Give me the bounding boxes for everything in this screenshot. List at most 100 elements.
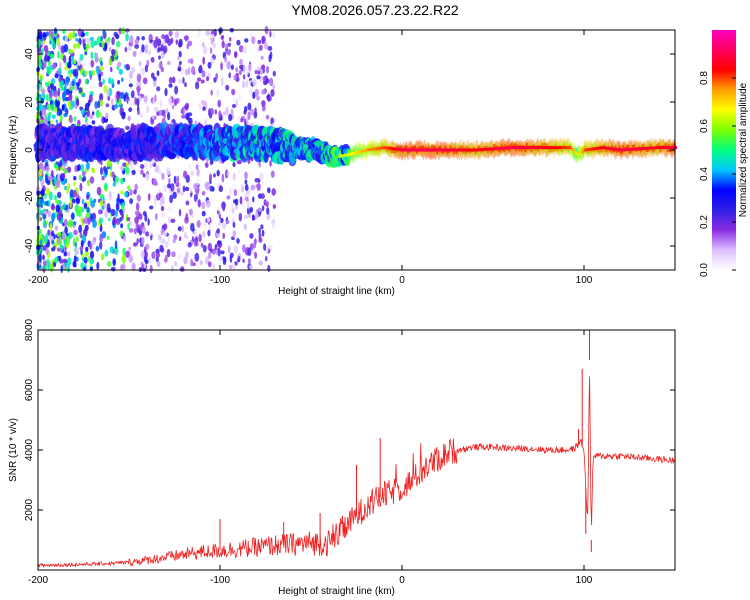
noise-blob — [245, 79, 249, 88]
noise-blob — [254, 107, 257, 114]
noise-blob — [120, 177, 124, 185]
figure-title: YM08.2026.057.23.22.R22 — [291, 2, 459, 18]
noise-blob — [131, 169, 136, 175]
ridge-core — [644, 146, 647, 150]
noise-blob — [76, 84, 80, 91]
noise-blob — [75, 97, 79, 106]
ridge-core — [544, 146, 546, 150]
noise-blob — [61, 104, 65, 111]
noise-blob — [254, 69, 258, 75]
noise-blob — [104, 167, 108, 176]
noise-blob — [73, 68, 79, 78]
colorbar-gradient — [712, 30, 736, 270]
ridge-core — [374, 147, 377, 151]
noise-blob — [208, 108, 211, 117]
noise-blob — [56, 110, 62, 117]
noise-blob — [201, 210, 206, 217]
noise-blob — [53, 176, 56, 186]
noise-blob — [84, 70, 88, 76]
ridge-core — [463, 148, 466, 152]
noise-blob — [248, 63, 252, 72]
noise-blob — [73, 116, 77, 122]
ridge-core — [380, 146, 383, 150]
ridge-core — [487, 147, 490, 151]
noise-blob — [74, 33, 78, 38]
noise-blob — [259, 172, 264, 181]
ridge-core — [611, 147, 614, 151]
noise-blob — [62, 231, 66, 241]
noise-blob — [54, 225, 59, 231]
noise-blob — [45, 166, 50, 172]
noise-blob — [68, 219, 74, 228]
noise-blob — [226, 49, 231, 56]
noise-blob — [47, 56, 50, 62]
noise-blob — [112, 258, 116, 266]
snr-plot-layer — [37, 330, 676, 568]
noise-blob — [177, 55, 180, 61]
noise-blob — [247, 213, 252, 219]
noise-blob — [127, 185, 131, 191]
ridge-segment — [462, 140, 466, 157]
noise-blob — [164, 108, 169, 113]
noise-blob — [43, 108, 47, 117]
ridge-segment — [363, 144, 366, 161]
noise-blob — [237, 93, 242, 101]
noise-blob — [232, 172, 236, 181]
noise-blob — [228, 72, 231, 79]
ridge-core — [527, 146, 530, 150]
noise-blob — [84, 51, 88, 56]
noise-blob — [147, 193, 151, 201]
noise-blob — [163, 113, 166, 119]
snr-xtick-label: -100 — [210, 575, 230, 586]
noise-blob — [155, 256, 159, 263]
noise-blob — [117, 61, 122, 68]
ridge-core — [540, 146, 543, 150]
noise-blob — [149, 264, 153, 274]
noise-blob — [246, 201, 251, 209]
ridge-core — [376, 147, 379, 151]
noise-blob — [111, 78, 115, 85]
noise-blob — [156, 70, 160, 77]
ridge-core — [545, 146, 548, 150]
noise-blob — [77, 164, 81, 171]
noise-blob — [50, 103, 55, 112]
noise-blob — [188, 208, 193, 216]
noise-blob — [149, 205, 154, 210]
noise-blob — [233, 74, 237, 81]
noise-blob — [120, 223, 123, 229]
ridge-core — [343, 153, 346, 157]
spectrogram-layer — [33, 25, 677, 274]
noise-blob — [161, 172, 165, 180]
noise-blob — [116, 217, 121, 226]
noise-blob — [204, 162, 209, 168]
noise-blob — [242, 46, 247, 55]
noise-blob — [173, 175, 177, 184]
noise-blob — [63, 44, 69, 53]
noise-blob — [231, 184, 236, 191]
ridge-core — [454, 148, 457, 152]
noise-blob — [261, 36, 265, 45]
noise-blob — [272, 70, 276, 77]
noise-blob — [261, 100, 266, 107]
noise-blob — [218, 185, 223, 193]
noise-blob — [131, 66, 135, 73]
noise-blob — [111, 48, 116, 56]
ridge-core — [483, 147, 486, 151]
noise-blob — [142, 77, 148, 85]
noise-blob — [123, 235, 126, 242]
snr-xtick-label: 0 — [399, 575, 405, 586]
noise-blob — [106, 88, 110, 97]
noise-blob — [125, 33, 129, 42]
noise-blob — [248, 87, 253, 97]
noise-blob — [53, 90, 58, 98]
noise-blob — [72, 58, 77, 65]
noise-blob — [54, 73, 59, 79]
noise-blob — [64, 84, 67, 92]
noise-blob — [220, 250, 225, 255]
noise-blob — [208, 173, 213, 182]
noise-blob — [133, 189, 137, 195]
noise-blob — [262, 76, 266, 82]
noise-blob — [233, 245, 239, 254]
noise-blob — [234, 51, 238, 59]
noise-blob — [181, 114, 186, 119]
